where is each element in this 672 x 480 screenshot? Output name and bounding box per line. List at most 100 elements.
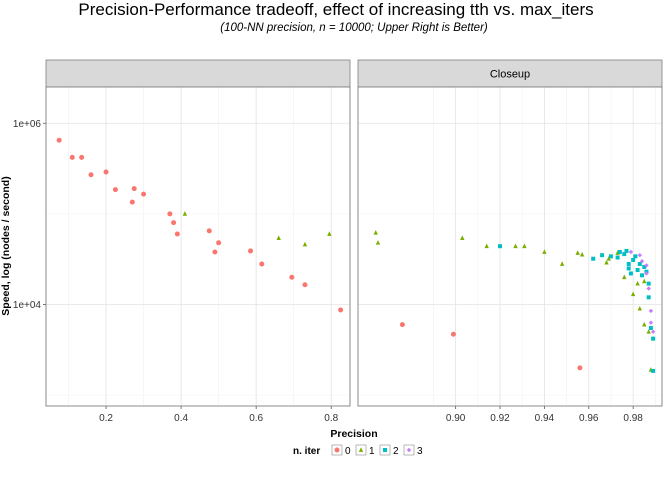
data-point-iter-1 [637,305,643,311]
data-point-iter-1 [630,291,636,297]
legend-items: 0 1 2 3 [331,444,423,457]
data-point-iter-0 [259,261,265,267]
data-point-iter-0 [88,172,94,178]
data-point-iter-1 [606,256,611,261]
data-point-iter-0 [167,211,173,217]
legend-item-label: 0 [345,446,351,457]
x-tick-label: 0.92 [490,413,510,424]
data-point-iter-0 [289,274,295,280]
data-point-iter-2 [608,254,613,259]
data-point-iter-1 [542,249,547,254]
panel-border [357,86,663,407]
panel-1: 0.2 0.4 0.6 0.8 1e+06 1e+04 [13,59,351,424]
data-point-iter-0 [141,191,147,197]
data-point-iter-0 [302,282,308,288]
data-point-iter-0 [129,199,135,205]
y-tick-label: 1e+04 [13,300,42,311]
data-point-iter-0 [131,186,137,192]
legend-key-marker [383,448,387,452]
x-tick-label: 0.4 [174,413,188,424]
panel-background [358,87,662,406]
data-point-iter-1 [635,280,640,286]
data-point-iter-3 [648,308,654,314]
data-point-iter-2 [637,261,642,266]
x-tick-label: 0.96 [579,413,599,424]
y-axis-label: Speed, log (nodes / second) [0,176,12,315]
data-point-iter-2 [615,255,620,260]
data-point-iter-3 [639,259,645,264]
data-point-iter-3 [637,252,643,258]
data-point-iter-1 [579,251,585,257]
data-point-iter-1 [646,329,651,334]
y-tick-label: 1e+06 [13,119,42,130]
data-point-iter-0 [399,322,405,328]
panel-2: Closeup 0.90 0.92 0.94 0.96 0.98 [357,59,663,424]
data-point-iter-3 [650,329,656,334]
x-tick-label: 0.98 [623,413,643,424]
panel-strip-label: Closeup [490,69,530,81]
panel-background [46,87,350,406]
legend-item-label: 1 [369,446,375,457]
data-point-iter-3 [648,320,654,325]
data-point-iter-1 [182,211,188,216]
data-point-iter-0 [174,231,180,237]
data-point-iter-1 [302,241,308,247]
legend-key-marker [358,447,364,452]
data-point-iter-1 [484,243,489,249]
panel-strip [45,59,351,88]
data-point-iter-2 [624,248,629,253]
data-point-iter-3 [628,249,634,255]
data-point-iter-0 [112,187,118,193]
data-point-iter-2 [626,266,631,271]
data-point-iter-1 [373,229,378,235]
data-point-iter-1 [622,274,627,280]
legend-title: n. iter [293,446,320,457]
data-point-iter-1 [575,250,580,255]
x-tick-label: 0.6 [249,413,263,424]
data-point-iter-2 [635,268,640,273]
x-tick-label: 0.90 [446,413,466,424]
legend: n. iter 0 1 2 3 [293,444,423,457]
data-point-iter-0 [103,169,109,175]
data-point-iter-0 [450,331,456,337]
data-point-iter-2 [648,326,653,331]
data-point-iter-1 [642,321,647,327]
data-point-iter-0 [577,365,583,371]
data-point-iter-0 [216,240,222,246]
data-point-iter-2 [617,249,622,254]
data-point-iter-3 [644,271,649,276]
data-point-iter-2 [631,257,636,262]
data-point-iter-1 [513,243,518,249]
data-point-iter-2 [591,256,596,261]
data-point-iter-1 [559,261,565,266]
data-point-iter-1 [604,259,609,265]
data-point-iter-0 [338,307,344,313]
data-point-iter-2 [622,252,627,257]
data-point-iter-1 [327,231,332,236]
data-point-iter-2 [646,281,651,286]
legend-item: 1 [355,444,375,457]
chart-title: Precision-Performance tradeoff, effect o… [78,0,594,19]
data-point-iter-1 [276,235,281,241]
data-point-iter-0 [248,248,254,254]
data-point-iter-0 [206,228,212,234]
data-point-iter-2 [651,336,656,341]
data-point-iter-1 [460,235,465,241]
data-point-iter-3 [646,286,651,291]
data-point-iter-2 [628,271,633,276]
panel-border [45,86,351,407]
x-tick-label: 0.2 [99,413,113,424]
data-point-iter-0 [69,154,75,160]
data-point-iter-2 [498,244,503,249]
data-point-iter-2 [633,254,638,259]
panel-strip [357,59,663,88]
legend-item-label: 3 [417,446,423,457]
data-point-iter-0 [56,137,62,143]
data-point-iter-0 [79,154,85,160]
legend-item: 3 [403,444,423,457]
data-point-iter-1 [522,243,527,249]
x-tick-label: 0.8 [324,413,338,424]
x-axis-label: Precision [330,428,377,440]
data-point-iter-3 [644,263,649,268]
